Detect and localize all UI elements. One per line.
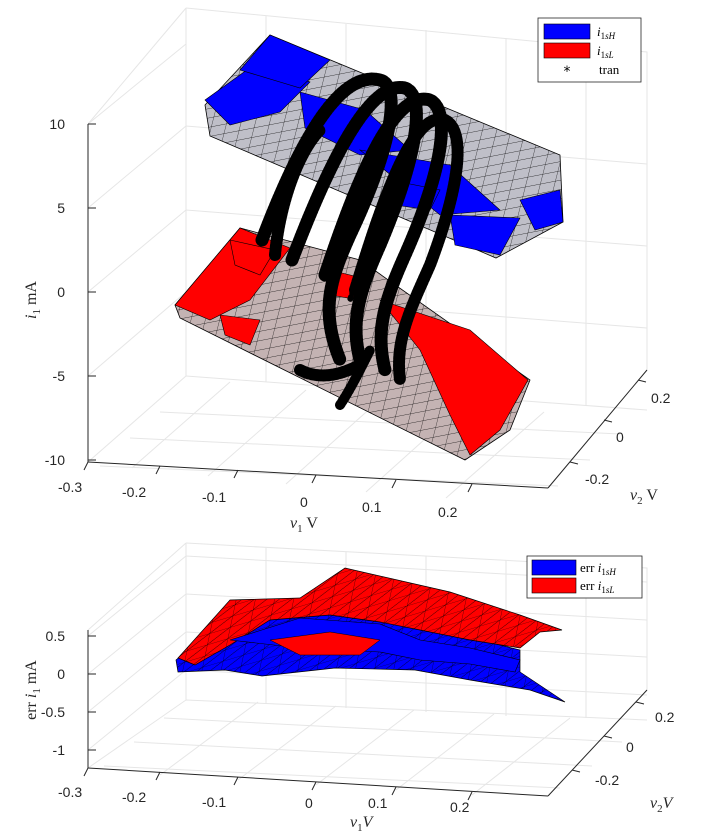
z-tick: 0.5 — [46, 628, 66, 644]
y-tick: 0.2 — [651, 390, 671, 406]
z-tick: 0 — [57, 666, 65, 682]
legend-swatch-i1sL — [543, 42, 591, 59]
y-tick: 0 — [616, 429, 624, 445]
z-tick: -1 — [53, 742, 66, 758]
legend-label-i1sL: i1sL — [597, 43, 614, 60]
x-tick: -0.2 — [122, 789, 146, 805]
top-zlabel: i1 mA — [23, 281, 43, 319]
x-tick: -0.3 — [58, 784, 82, 800]
legend-label-err-i1sH: err i1sH — [580, 560, 616, 577]
y-tick: -0.2 — [585, 471, 609, 487]
x-tick: -0.3 — [58, 479, 82, 495]
bottom-legend: err i1sH err i1sL — [526, 555, 643, 599]
y-tick: -0.2 — [595, 772, 619, 788]
legend-swatch-i1sH — [543, 23, 591, 40]
bottom-y-ticks: -0.2 0 0.2 — [595, 709, 675, 788]
legend-swatch-err-i1sH — [531, 559, 577, 576]
legend-label-tran: tran — [599, 62, 620, 77]
bottom-x-ticks: -0.3 -0.2 -0.1 0 0.1 0.2 — [58, 784, 470, 815]
series-tran — [255, 72, 464, 410]
legend-label-i1sH: i1sH — [597, 24, 616, 41]
z-tick: 0 — [57, 284, 65, 300]
z-tick: -0.5 — [41, 704, 65, 720]
x-tick: 0 — [305, 795, 313, 811]
x-tick: 0.1 — [362, 499, 382, 515]
bottom-axes — [83, 630, 648, 801]
legend-marker-tran: * — [564, 64, 571, 80]
top-ylabel: v2 V — [630, 487, 658, 507]
z-tick: -10 — [45, 452, 65, 468]
bottom-ylabel: v2V — [650, 795, 675, 815]
y-tick: 0.2 — [655, 709, 675, 725]
top-z-ticks: 10 5 0 -5 -10 — [45, 116, 65, 468]
x-tick: 0.2 — [438, 504, 458, 520]
top-legend: i1sH i1sL * tran — [537, 17, 642, 83]
surface-err-i1sL — [177, 567, 563, 673]
x-tick: -0.1 — [202, 794, 226, 810]
x-tick: 0.2 — [450, 799, 470, 815]
z-tick: -5 — [53, 368, 66, 384]
x-tick: -0.2 — [122, 484, 146, 500]
legend-swatch-err-i1sL — [531, 577, 577, 594]
z-tick: 10 — [49, 116, 65, 132]
bottom-xlabel: v1V — [350, 814, 375, 834]
z-tick: 5 — [57, 200, 65, 216]
x-tick: 0 — [300, 494, 308, 510]
x-tick: 0.1 — [368, 795, 388, 811]
top-y-ticks: -0.2 0 0.2 — [585, 390, 671, 487]
bottom-z-ticks: 0.5 0 -0.5 -1 — [41, 628, 65, 758]
top-chart: 10 5 0 -5 -10 -0.3 -0.2 -0.1 0 0.1 0.2 -… — [23, 7, 671, 535]
y-tick: 0 — [626, 739, 634, 755]
bottom-chart: 0.5 0 -0.5 -1 -0.3 -0.2 -0.1 0 0.1 0.2 -… — [23, 542, 675, 834]
x-tick: -0.1 — [202, 489, 226, 505]
top-axes — [83, 123, 648, 493]
top-x-ticks: -0.3 -0.2 -0.1 0 0.1 0.2 — [58, 479, 458, 520]
top-xlabel: v1 V — [290, 515, 318, 535]
bottom-zlabel: err i1 mA — [23, 660, 43, 720]
legend-label-err-i1sL: err i1sL — [580, 578, 614, 595]
